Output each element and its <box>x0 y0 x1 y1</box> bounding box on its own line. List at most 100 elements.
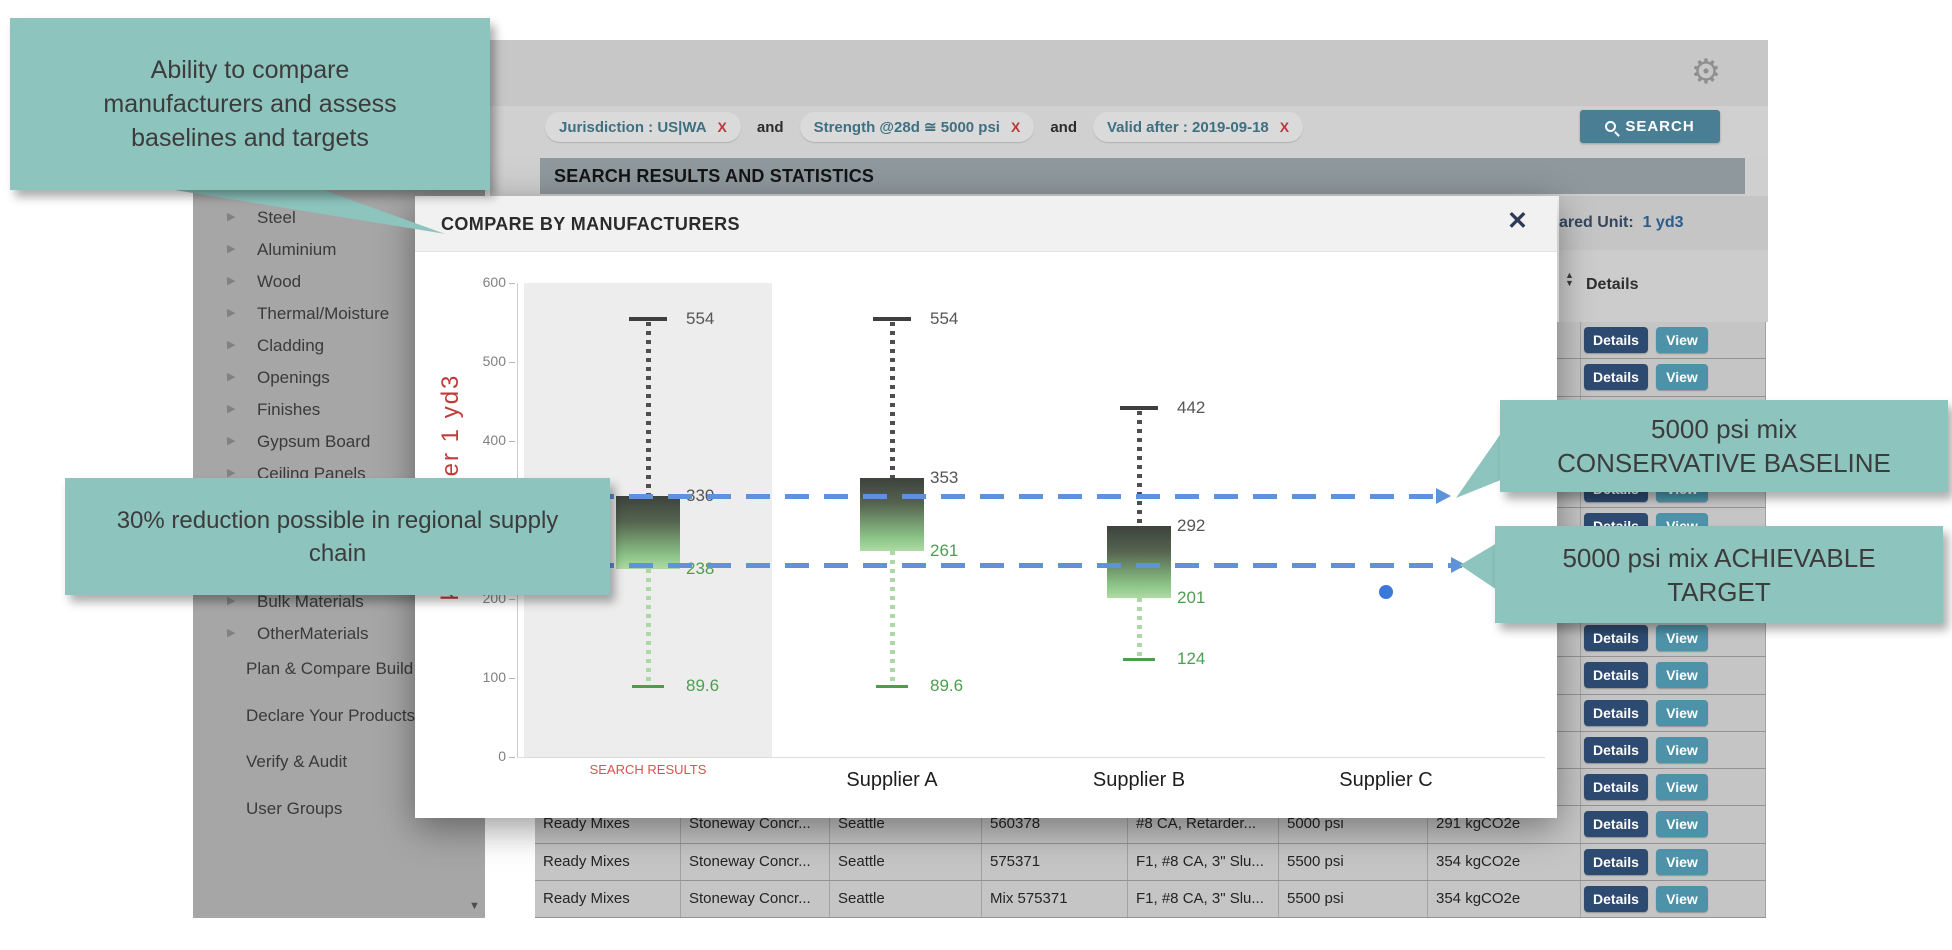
close-icon[interactable]: ✕ <box>1507 207 1528 235</box>
sidebar-item-cladding[interactable]: ▶ Cladding <box>193 334 485 358</box>
filter-chip[interactable]: Jurisdiction : US|WA X <box>545 112 741 142</box>
table-cell: F1, #8 CA, 3" Slu... <box>1128 880 1279 917</box>
compare-modal-header: COMPARE BY MANUFACTURERS ✕ <box>415 196 1557 252</box>
category-arrow-icon: ▶ <box>227 595 236 607</box>
filter-chip-label: Strength @28d ≅ 5000 psi <box>813 119 1000 136</box>
view-button[interactable]: View <box>1656 736 1708 763</box>
details-button[interactable]: Details <box>1584 699 1648 726</box>
view-button[interactable]: View <box>1656 885 1708 912</box>
table-cell: 291 kgCO2e <box>1428 806 1581 843</box>
table-cell: Seattle <box>830 880 982 917</box>
table-row[interactable]: Ready Mixes Stoneway Concr... Seattle Mix 5… <box>535 880 1766 918</box>
sidebar-item-label: Bulk Materials <box>257 592 364 611</box>
sidebar-scroll-down-icon[interactable]: ▼ <box>469 900 480 912</box>
filter-chip-label: Jurisdiction : US|WA <box>559 118 707 136</box>
view-button[interactable]: View <box>1656 774 1708 800</box>
view-button[interactable]: View <box>1656 699 1708 726</box>
details-button[interactable]: Details <box>1584 736 1648 763</box>
table-cell <box>1581 731 1766 768</box>
table-cell: Stoneway Concr... <box>681 806 830 843</box>
details-button[interactable]: Details <box>1584 885 1648 912</box>
category-arrow-icon: ▶ <box>227 243 236 255</box>
table-cell: Ready Mixes <box>535 806 681 843</box>
search-button[interactable]: SEARCH <box>1580 110 1720 143</box>
search-icon <box>1605 121 1617 132</box>
chip-remove-icon[interactable]: X <box>1010 119 1021 135</box>
details-column-header: ▲ ▼ Details <box>1559 250 1768 322</box>
details-button[interactable]: Details <box>1584 811 1648 838</box>
table-cell: Ready Mixes <box>535 843 681 880</box>
sidebar-link-user-groups[interactable]: User Groups <box>246 798 343 818</box>
sidebar-link-plan-compare-build[interactable]: Plan & Compare Build <box>246 659 414 678</box>
sidebar-item-label: Steel <box>257 208 296 227</box>
sidebar-item-thermal-moisture[interactable]: ▶ Thermal/Moisture <box>193 302 485 326</box>
view-button[interactable]: View <box>1656 848 1708 875</box>
modal-title: COMPARE BY MANUFACTURERS <box>441 214 740 234</box>
table-cell: Ready Mixes <box>535 880 681 917</box>
table-cell: Stoneway Concr... <box>681 880 830 917</box>
details-header-label: Details <box>1586 276 1639 293</box>
category-arrow-icon: ▶ <box>227 467 236 479</box>
table-cell <box>1428 731 1581 768</box>
table-cell <box>1581 620 1766 657</box>
details-button[interactable]: Details <box>1584 327 1648 353</box>
sidebar-item-openings[interactable]: ▶ Openings <box>193 366 485 390</box>
table-cell <box>1428 769 1581 806</box>
sidebar-item-steel[interactable]: ▶ Steel <box>193 206 485 230</box>
sort-icon[interactable]: ▲ ▼ <box>1565 270 1574 288</box>
table-cell <box>1581 769 1766 806</box>
table-cell <box>1581 843 1766 880</box>
declared-unit-value: 1 yd3 <box>1642 214 1684 231</box>
table-cell <box>1428 359 1581 396</box>
sidebar-link-verify-audit[interactable]: Verify & Audit <box>246 752 348 771</box>
table-cell: Mix 575371 <box>982 880 1128 917</box>
category-arrow-icon: ▶ <box>227 339 236 351</box>
app-header-bar <box>490 40 1768 106</box>
sidebar-item-bulk-materials[interactable]: ▶ Bulk Materials <box>193 590 485 614</box>
view-button[interactable]: View <box>1656 364 1708 391</box>
details-button[interactable]: Details <box>1584 364 1648 391</box>
chip-remove-icon[interactable]: X <box>1279 119 1290 135</box>
details-button[interactable]: Details <box>1584 848 1648 875</box>
table-cell: F1, #8 CA, 3" Slu... <box>1128 843 1279 880</box>
sidebar-item-finishes[interactable]: ▶ Finishes <box>193 398 485 422</box>
view-button[interactable]: View <box>1656 327 1708 353</box>
sidebar-item-othermaterials[interactable]: ▶ OtherMaterials <box>193 622 485 646</box>
sidebar-link-declare-your-products[interactable]: Declare Your Products <box>246 705 416 725</box>
table-cell: Stoneway Concr... <box>681 843 830 880</box>
sidebar-item-label: Wood <box>257 272 302 291</box>
table-cell <box>1581 322 1766 359</box>
table-cell <box>1428 620 1581 657</box>
callout-baseline-note: 5000 psi mix CONSERVATIVE BASELINE <box>1500 400 1948 492</box>
callout-compare-note: Ability to compare manufacturers and ass… <box>10 18 490 190</box>
category-arrow-icon: ▶ <box>227 627 236 639</box>
table-cell: #8 CA, Retarder... <box>1128 806 1279 843</box>
filter-chip[interactable]: Valid after : 2019-09-18 X <box>1093 112 1304 142</box>
table-cell <box>1581 806 1766 843</box>
details-button[interactable]: Details <box>1584 625 1648 651</box>
table-row[interactable]: Ready Mixes Stoneway Concr... Seattle 57537… <box>535 843 1766 881</box>
view-button[interactable]: View <box>1656 811 1708 838</box>
filter-chip[interactable]: Strength @28d ≅ 5000 psi X <box>799 112 1035 142</box>
sidebar-item-aluminium[interactable]: ▶ Aluminium <box>193 238 485 262</box>
sidebar-item-gypsum-board[interactable]: ▶ Gypsum Board <box>193 430 485 454</box>
details-button[interactable]: Details <box>1584 774 1648 800</box>
chip-remove-icon[interactable]: X <box>717 119 727 135</box>
view-button[interactable]: View <box>1656 662 1708 689</box>
filter-chip-label: Valid after : 2019-09-18 <box>1107 118 1269 136</box>
table-cell <box>1581 359 1766 396</box>
view-button[interactable]: View <box>1656 625 1708 651</box>
gear-icon[interactable]: ⚙ <box>1690 53 1722 91</box>
sidebar-item-label: Openings <box>257 368 330 387</box>
table-cell: 354 kgCO2e <box>1428 880 1581 917</box>
sidebar-item-label: OtherMaterials <box>257 624 369 643</box>
search-button-label: SEARCH <box>1625 118 1695 135</box>
table-cell <box>1428 657 1581 694</box>
details-button[interactable]: Details <box>1584 662 1648 689</box>
table-cell: Seattle <box>830 843 982 880</box>
category-arrow-icon: ▶ <box>227 275 236 287</box>
category-arrow-icon: ▶ <box>227 403 236 415</box>
sidebar-item-wood[interactable]: ▶ Wood <box>193 270 485 294</box>
